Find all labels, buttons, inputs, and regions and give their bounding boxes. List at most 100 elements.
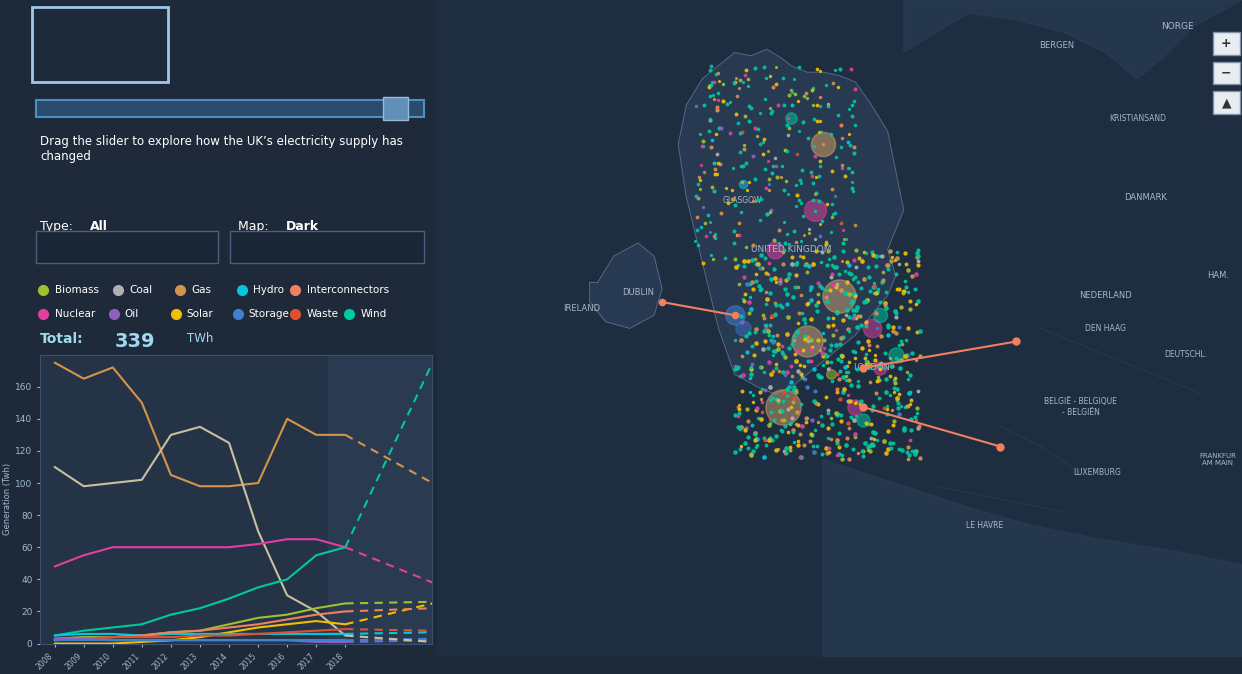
Point (732, 177, 751, 187)
Point (825, 208, 845, 218)
Point (806, 63, 826, 74)
Point (792, 308, 812, 319)
Point (688, 179, 708, 189)
Point (728, 117, 748, 128)
Point (781, 259, 801, 270)
Point (758, 208, 777, 219)
Point (732, 385, 751, 396)
Point (897, 401, 917, 412)
Point (886, 373, 905, 384)
Point (892, 339, 912, 350)
Point (766, 161, 786, 172)
Point (821, 129, 841, 140)
Point (737, 184, 756, 195)
Point (832, 159, 852, 170)
Point (872, 357, 892, 368)
Point (809, 277, 828, 288)
Point (795, 373, 815, 384)
Point (887, 328, 907, 338)
Point (728, 260, 748, 271)
Point (703, 181, 723, 192)
Point (810, 231, 830, 241)
Point (851, 319, 871, 330)
Point (759, 357, 779, 367)
Text: Nuclear: Nuclear (55, 309, 94, 319)
Point (740, 278, 760, 289)
Point (877, 400, 897, 411)
Point (789, 125, 809, 136)
Point (704, 158, 724, 168)
Point (791, 235, 811, 246)
Point (795, 230, 815, 241)
Point (707, 169, 727, 180)
Point (725, 254, 745, 265)
Point (889, 409, 909, 420)
Point (707, 104, 727, 115)
Point (746, 338, 766, 348)
Point (769, 396, 789, 407)
Point (739, 308, 759, 319)
Point (776, 448, 796, 459)
Point (750, 108, 770, 119)
Point (852, 256, 872, 267)
Point (777, 311, 797, 322)
Point (837, 361, 857, 371)
Point (775, 237, 795, 248)
Point (894, 423, 914, 433)
Point (884, 255, 904, 266)
Point (777, 384, 797, 395)
Point (830, 63, 850, 74)
Point (746, 275, 766, 286)
Point (781, 418, 801, 429)
Point (892, 445, 912, 456)
Point (842, 167, 862, 178)
Point (796, 417, 816, 427)
Point (827, 435, 847, 446)
Point (810, 219, 830, 230)
Point (704, 229, 724, 240)
Point (748, 194, 768, 205)
Point (805, 447, 825, 458)
Point (700, 91, 720, 102)
Point (801, 355, 821, 366)
Point (887, 247, 907, 257)
Point (765, 309, 785, 319)
Point (836, 233, 856, 244)
Point (756, 182, 776, 193)
Text: NORGE: NORGE (1161, 22, 1194, 31)
Point (899, 304, 919, 315)
Point (760, 206, 780, 217)
Point (714, 79, 734, 90)
Point (835, 288, 854, 299)
Point (857, 361, 877, 371)
Point (815, 349, 835, 360)
Point (782, 412, 802, 423)
Point (843, 346, 863, 357)
Point (814, 334, 833, 345)
Point (905, 284, 925, 295)
Point (854, 297, 874, 307)
Point (873, 275, 893, 286)
Point (894, 402, 914, 412)
Point (758, 269, 777, 280)
Point (761, 167, 781, 178)
Point (782, 425, 802, 435)
Point (776, 228, 796, 239)
Point (738, 279, 758, 290)
Point (856, 353, 876, 363)
Point (782, 86, 802, 97)
Point (831, 409, 851, 420)
Point (828, 353, 848, 364)
Point (878, 264, 898, 274)
Point (774, 184, 794, 195)
Point (755, 323, 775, 334)
Point (760, 417, 780, 428)
Point (699, 81, 719, 92)
Point (887, 394, 907, 405)
Point (766, 359, 786, 369)
Point (756, 439, 776, 450)
Point (836, 309, 856, 320)
Point (769, 395, 789, 406)
Point (884, 416, 904, 427)
Point (750, 361, 770, 372)
